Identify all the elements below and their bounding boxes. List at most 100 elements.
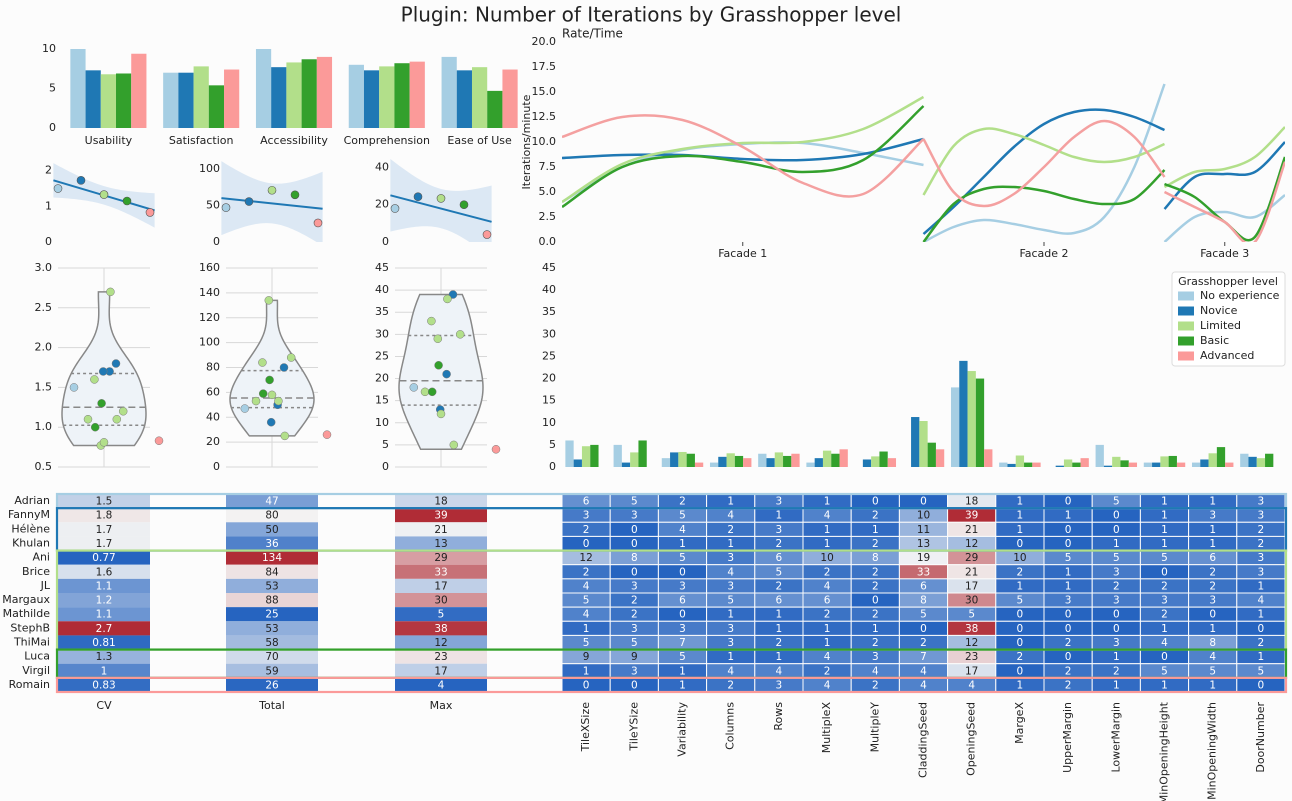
legend-swatch xyxy=(1178,306,1194,316)
heat-cell xyxy=(226,564,318,579)
cell-label: 5 xyxy=(1113,496,1120,508)
violin-point xyxy=(267,390,277,400)
cell-label: 50 xyxy=(265,524,278,536)
cell-label: 29 xyxy=(434,552,447,564)
cell-label: 12 xyxy=(965,538,978,550)
regression-line xyxy=(390,194,492,223)
column-label: MultipleY xyxy=(868,702,881,753)
y-tick-label: 160 xyxy=(199,261,220,274)
y-tick-label: 10 xyxy=(375,416,389,429)
cell-label: 12 xyxy=(434,637,447,649)
cell-label: 84 xyxy=(265,566,279,578)
cell-label: 5 xyxy=(968,609,975,621)
y-tick-label: 0 xyxy=(382,460,389,473)
cell-label: 1 xyxy=(1161,510,1168,522)
bar xyxy=(726,453,735,467)
violin-point xyxy=(90,422,100,432)
mean-point xyxy=(244,197,254,206)
heat-cell xyxy=(58,508,150,523)
bar xyxy=(1200,459,1209,467)
cell-label: 1 xyxy=(776,510,783,522)
heat-cell xyxy=(395,607,487,622)
y-tick-label: 0 xyxy=(45,235,52,248)
cell-label: 2 xyxy=(1065,665,1072,677)
cell-label: 2 xyxy=(1258,538,1265,550)
cell-label: 3 xyxy=(1258,496,1265,508)
violin-point xyxy=(266,417,276,427)
y-tick-label: 0 xyxy=(382,235,389,248)
cell-label: 0 xyxy=(920,623,927,635)
cell-label: 25 xyxy=(265,609,278,621)
cell-label: 134 xyxy=(262,552,282,564)
violin-point xyxy=(118,407,128,416)
cell-label: 53 xyxy=(265,623,278,635)
cell-label: 1.2 xyxy=(96,595,113,607)
cell-label: 3 xyxy=(1161,595,1168,607)
heat-cell xyxy=(226,550,318,565)
cell-label: 1 xyxy=(1017,679,1024,691)
row-label: Hélène xyxy=(11,522,50,535)
cell-label: 0 xyxy=(1113,524,1120,536)
cell-label: 1.6 xyxy=(96,566,113,578)
bar xyxy=(394,63,410,128)
cell-label: 1 xyxy=(776,623,783,635)
cell-label: 6 xyxy=(679,595,686,607)
cell-label: 5 xyxy=(1161,552,1168,564)
heat-cell xyxy=(58,536,150,551)
cell-label: 8 xyxy=(872,552,879,564)
cell-label: 21 xyxy=(434,524,447,536)
heat-cell xyxy=(58,564,150,579)
heat-cell xyxy=(226,649,318,664)
violin-point xyxy=(111,359,121,368)
heat-cell xyxy=(226,635,318,650)
bar xyxy=(1143,462,1153,467)
row-label: Mathilde xyxy=(3,607,51,620)
row-label: Adrian xyxy=(14,494,50,507)
mean-point xyxy=(122,196,132,206)
bar xyxy=(441,56,457,128)
x-tick-label: Facade 2 xyxy=(1019,247,1068,260)
cell-label: 0 xyxy=(1209,609,1216,621)
column-label: MultipleX xyxy=(820,702,833,754)
bar xyxy=(783,455,792,467)
row-label: ThiMai xyxy=(13,636,50,649)
cell-label: 3 xyxy=(776,496,783,508)
violin-point xyxy=(258,389,268,398)
cell-label: 1 xyxy=(679,679,686,691)
violin-point xyxy=(240,404,250,413)
heat-cell xyxy=(395,635,487,650)
violin-point xyxy=(409,383,419,392)
y-tick-label: 10 xyxy=(542,416,556,429)
cell-label: 0 xyxy=(1258,679,1265,691)
bar xyxy=(935,449,945,467)
heat-cell xyxy=(395,593,487,608)
bar xyxy=(766,458,775,467)
cell-label: 4 xyxy=(920,679,927,691)
cell-label: 5 xyxy=(920,609,927,621)
bar xyxy=(871,456,880,467)
cell-label: 5 xyxy=(583,637,590,649)
cell-label: 2 xyxy=(872,566,879,578)
cell-label: 2 xyxy=(631,595,638,607)
heat-cell xyxy=(58,550,150,565)
y-tick-label: 12.5 xyxy=(532,110,557,123)
cell-label: 21 xyxy=(965,524,978,536)
y-tick-label: 2 xyxy=(45,164,52,177)
bar xyxy=(178,72,194,128)
cell-label: 3 xyxy=(631,510,638,522)
cell-label: 1 xyxy=(824,538,831,550)
legend-title: Grasshopper level xyxy=(1178,275,1278,288)
violin-point xyxy=(455,330,465,339)
legend-label: Limited xyxy=(1200,319,1241,332)
cell-label: 0 xyxy=(1017,623,1024,635)
heat-cell xyxy=(226,593,318,608)
cell-label: 0 xyxy=(679,609,686,621)
cell-label: 38 xyxy=(965,623,978,635)
cell-label: 1 xyxy=(679,665,686,677)
cell-label: 5 xyxy=(1065,552,1072,564)
mean-point xyxy=(53,184,63,193)
column-label: TileXSize xyxy=(579,702,592,753)
bar xyxy=(1120,460,1129,467)
cell-label: 47 xyxy=(265,496,278,508)
bar xyxy=(502,69,518,128)
